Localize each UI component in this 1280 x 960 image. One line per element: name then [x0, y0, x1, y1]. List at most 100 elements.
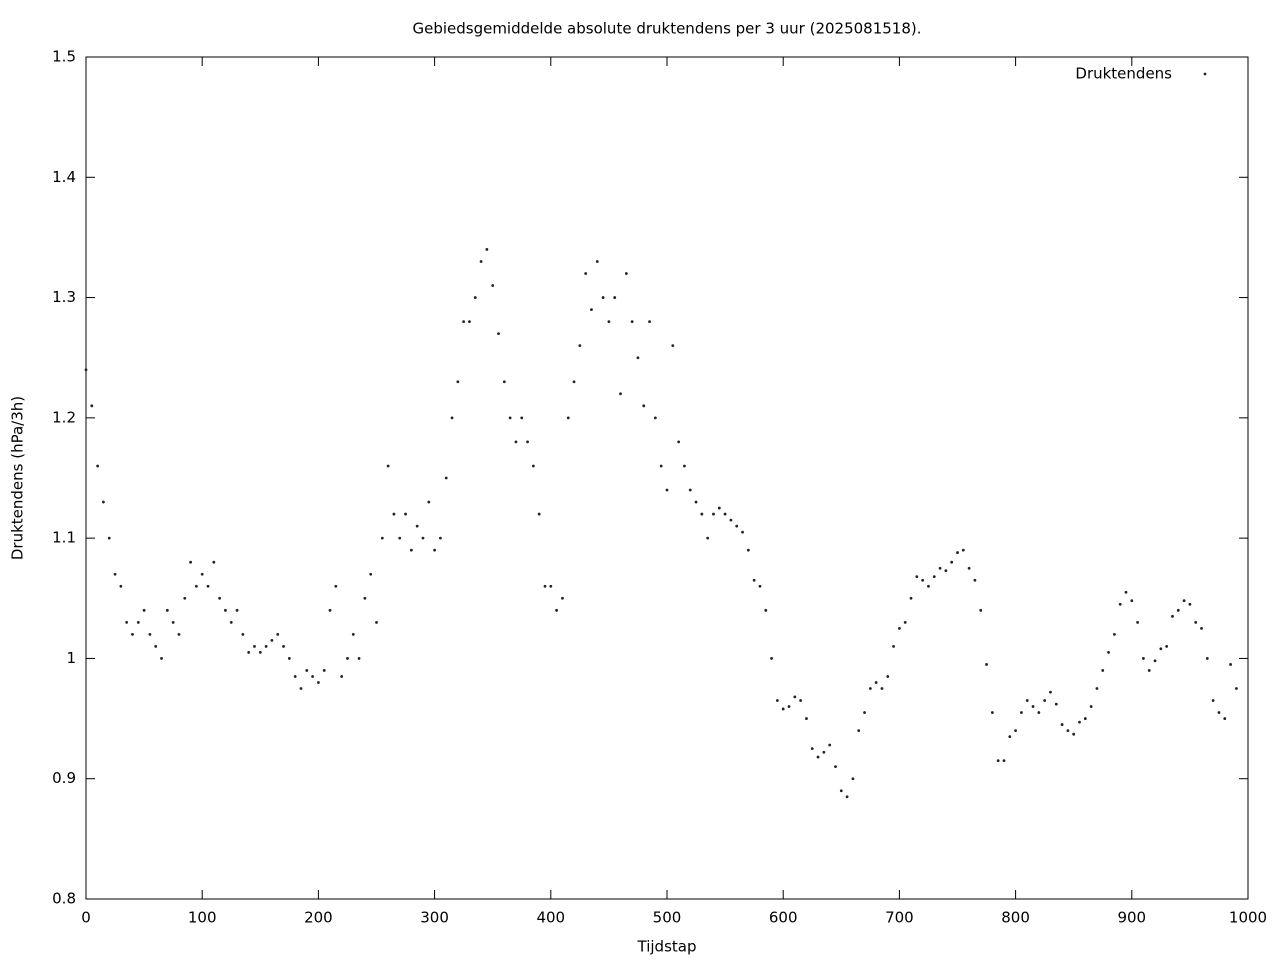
data-point	[996, 759, 1000, 763]
data-point	[985, 663, 988, 666]
data-point	[282, 645, 285, 648]
x-tick-label: 500	[653, 909, 682, 927]
data-point	[1159, 647, 1163, 651]
data-point	[1054, 702, 1058, 706]
y-tick-label: 1	[66, 649, 76, 667]
data-point	[915, 575, 919, 579]
data-point	[1136, 620, 1140, 624]
data-point	[805, 717, 808, 720]
data-point	[241, 632, 245, 636]
data-point	[462, 320, 466, 324]
data-point	[990, 711, 994, 714]
data-point	[1147, 669, 1151, 672]
data-point	[590, 308, 593, 311]
data-point	[386, 464, 390, 468]
data-point	[375, 620, 378, 624]
data-point	[624, 272, 628, 275]
data-point	[1025, 699, 1029, 702]
data-point	[938, 566, 942, 570]
data-point	[636, 356, 640, 360]
data-point	[514, 440, 518, 444]
data-point	[793, 695, 797, 699]
data-point	[758, 584, 762, 588]
data-point	[1043, 699, 1047, 702]
data-point	[979, 608, 983, 612]
data-point	[421, 536, 425, 540]
data-point	[102, 500, 105, 504]
data-point	[932, 575, 936, 579]
data-point	[1171, 614, 1174, 618]
data-point	[683, 464, 686, 468]
data-point	[520, 416, 524, 420]
data-point	[1205, 657, 1209, 660]
data-point	[1095, 687, 1099, 690]
data-point	[1020, 711, 1023, 714]
data-point	[287, 657, 291, 660]
legend-marker	[1203, 72, 1207, 76]
x-tick-label: 600	[769, 909, 798, 927]
data-point	[1130, 599, 1134, 603]
data-point	[973, 578, 977, 582]
data-point	[305, 669, 309, 672]
data-point	[607, 320, 611, 324]
data-point	[1002, 759, 1006, 763]
data-point	[1211, 699, 1215, 702]
data-point	[136, 620, 140, 624]
data-point	[160, 657, 163, 660]
data-point	[317, 681, 320, 684]
data-point	[898, 626, 901, 630]
data-point	[572, 380, 576, 384]
y-tick-label: 1.2	[52, 408, 76, 426]
x-tick-label: 700	[885, 909, 914, 927]
data-point	[84, 368, 88, 372]
y-tick-label: 1.1	[52, 529, 76, 547]
data-point	[398, 536, 402, 540]
data-point	[235, 608, 239, 612]
x-tick-label: 800	[1001, 909, 1030, 927]
y-axis-label: Druktendens (hPa/3h)	[9, 396, 27, 560]
data-point	[154, 645, 158, 648]
data-point	[839, 789, 843, 793]
data-point	[694, 500, 698, 504]
data-point	[1234, 687, 1238, 690]
data-point	[868, 687, 872, 690]
data-point	[113, 572, 117, 576]
data-point	[1049, 690, 1052, 694]
data-point	[433, 548, 436, 552]
data-point	[648, 320, 651, 324]
data-point	[177, 632, 181, 636]
data-point	[328, 608, 332, 612]
data-point	[822, 750, 826, 754]
data-point	[886, 675, 890, 678]
data-point	[874, 681, 878, 684]
y-tick-label: 1.3	[52, 288, 76, 306]
data-point	[1083, 717, 1087, 720]
data-point	[555, 608, 559, 612]
data-point	[584, 272, 588, 275]
data-point	[595, 260, 599, 263]
data-point	[845, 795, 849, 799]
data-point	[1037, 711, 1041, 714]
data-point	[1194, 620, 1198, 624]
data-point	[270, 638, 274, 642]
data-point	[171, 620, 175, 624]
data-point	[729, 518, 733, 522]
data-point	[857, 729, 861, 732]
data-point	[276, 632, 280, 636]
data-point	[671, 344, 675, 348]
data-point	[950, 560, 954, 564]
data-point	[712, 512, 715, 516]
data-point	[723, 512, 727, 516]
data-point	[1112, 632, 1116, 636]
data-point	[613, 296, 617, 299]
data-point	[218, 596, 222, 600]
data-point	[892, 645, 895, 648]
data-point	[799, 699, 803, 702]
x-tick-label: 300	[420, 909, 449, 927]
data-point	[247, 651, 251, 654]
data-point	[90, 404, 94, 408]
x-tick-label: 1000	[1229, 909, 1267, 927]
data-point	[322, 669, 326, 672]
data-point	[775, 699, 779, 702]
